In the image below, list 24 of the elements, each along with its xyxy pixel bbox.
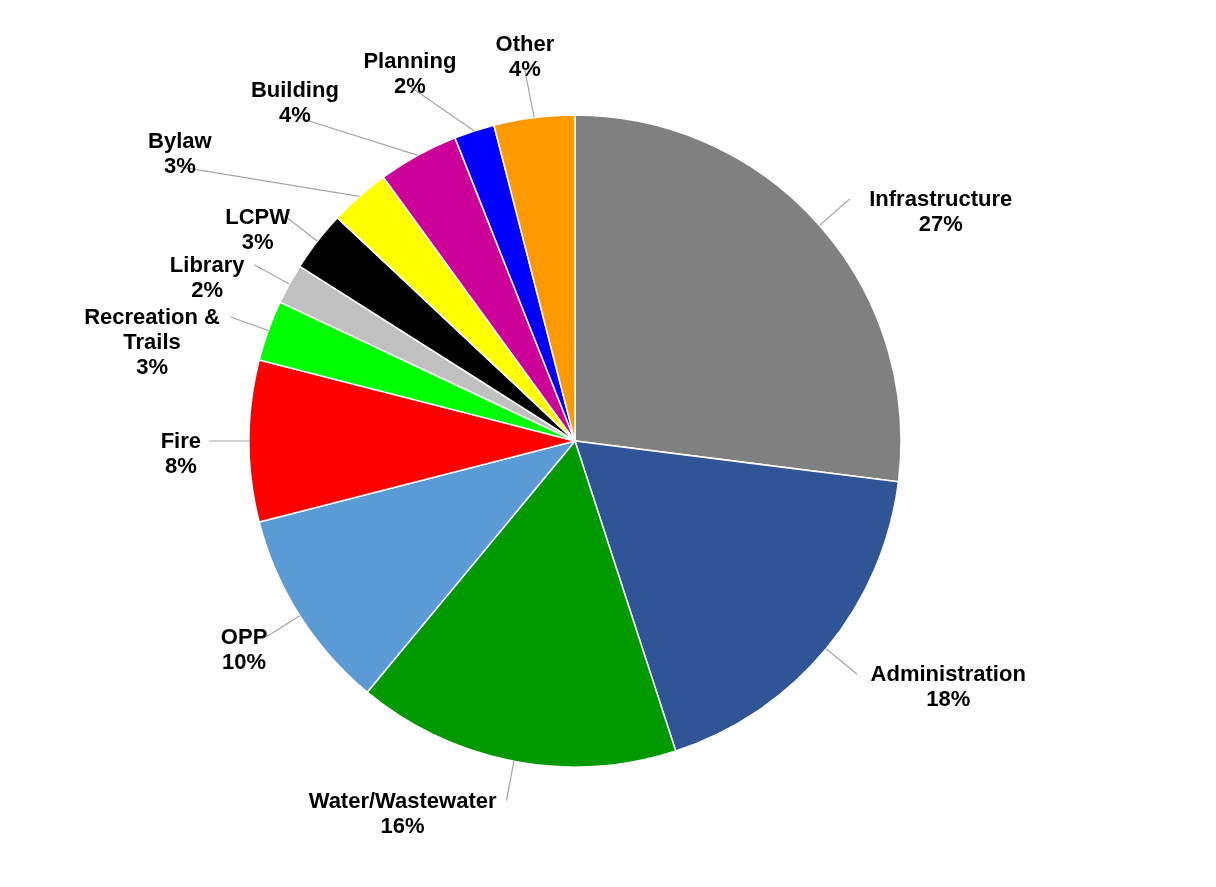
data-label: 27% — [918, 210, 963, 236]
slice-label: Infrastructure — [869, 185, 1013, 211]
data-label: 2% — [191, 276, 224, 302]
slice-label: Library — [169, 251, 246, 277]
slice-label: Administration — [870, 661, 1026, 687]
slice-label: OPP — [220, 624, 268, 650]
data-label: 4% — [508, 56, 541, 82]
data-label: 3% — [163, 152, 196, 178]
slice-label: Bylaw — [148, 127, 213, 153]
slice-label: Planning — [363, 47, 457, 73]
data-label: 3% — [136, 354, 168, 380]
slice-label: Water/Wastewater — [308, 787, 497, 813]
slice-label: LCPW — [225, 203, 291, 229]
slice-label: Recreation & Trails — [84, 304, 220, 355]
data-label: 4% — [278, 102, 311, 128]
slice-label: Building — [250, 77, 339, 103]
data-label: 16% — [380, 812, 425, 838]
data-label: 10% — [222, 649, 267, 675]
data-label: 2% — [393, 72, 426, 98]
slice-label: Fire — [160, 428, 201, 453]
slice-label: Other — [495, 31, 555, 57]
data-label: 18% — [926, 686, 971, 712]
data-label: 3% — [241, 228, 274, 254]
data-label: 8% — [164, 453, 197, 478]
